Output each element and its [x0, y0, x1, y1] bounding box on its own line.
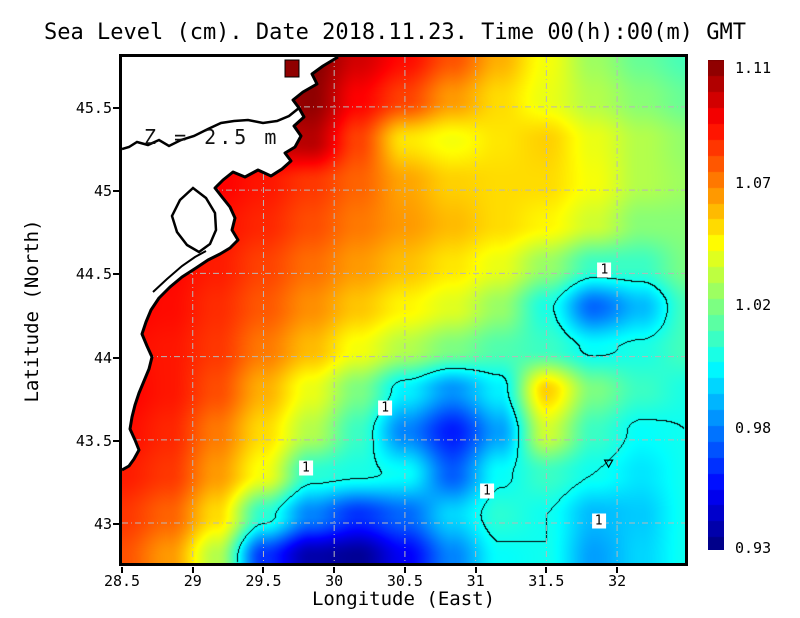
y-tick-label: 43 [93, 515, 112, 534]
y-tick-label: 43.5 [75, 431, 112, 450]
y-tick-mark [113, 356, 119, 359]
y-axis-title: Latitude (North) [21, 219, 43, 403]
y-tick-mark [113, 106, 119, 109]
y-tick-label: 45 [93, 182, 112, 201]
x-tick-mark [121, 567, 123, 573]
danube-mouth-cell [284, 59, 300, 78]
x-axis-title: Longitude (East) [311, 588, 496, 610]
contour-label: 1 [597, 262, 612, 278]
x-tick-mark [333, 567, 336, 573]
x-tick-mark [262, 567, 265, 573]
danube-branch-line [122, 107, 300, 151]
contour-label: 1 [480, 483, 494, 499]
colorbar-tick-label: 0.93 [735, 539, 772, 557]
y-tick-label: 44.5 [75, 265, 112, 284]
x-tick-label: 30 [325, 572, 344, 590]
x-tick-label: 32 [608, 572, 627, 590]
map-overlay-svg [122, 57, 685, 563]
x-tick-label: 30.5 [386, 572, 423, 590]
y-tick-mark [113, 523, 119, 526]
x-tick-mark [474, 567, 477, 573]
colorbar-tick-label: 1.02 [735, 296, 772, 314]
nabla-marker [603, 459, 614, 469]
y-tick-mark [113, 439, 119, 442]
coastline [122, 57, 339, 472]
x-tick-label: 29.5 [245, 572, 282, 590]
x-tick-label: 29 [183, 572, 202, 590]
y-tick-label: 44 [93, 348, 112, 367]
lagoon-outline [170, 186, 218, 254]
x-tick-label: 31.5 [528, 572, 565, 590]
contour-label: 1 [591, 513, 606, 529]
colorbar-tick-label: 1.11 [735, 59, 772, 77]
y-tick-label: 45.5 [75, 98, 112, 117]
colorbar-tick-label: 0.98 [735, 419, 772, 437]
land-mass [122, 57, 338, 470]
x-tick-mark [403, 567, 406, 573]
x-tick-mark [616, 567, 619, 573]
coastal-spit-line [152, 250, 207, 293]
x-tick-mark [545, 567, 548, 573]
chart-title: Sea Level (cm). Date 2018.11.23. Time 00… [44, 20, 746, 45]
colorbar [708, 60, 724, 550]
x-tick-label: 31 [466, 572, 485, 590]
plot-area: Z = 2.5 m 1 1 1 1 1 [119, 54, 688, 566]
depth-annotation: Z = 2.5 m [144, 125, 280, 149]
contour-label: 1 [378, 400, 393, 416]
x-tick-label: 28.5 [103, 572, 141, 590]
colorbar-tick-label: 1.07 [735, 174, 772, 192]
contour-label: 1 [298, 460, 313, 476]
y-tick-mark [113, 273, 119, 276]
y-tick-mark [113, 190, 119, 193]
x-tick-mark [191, 567, 194, 573]
